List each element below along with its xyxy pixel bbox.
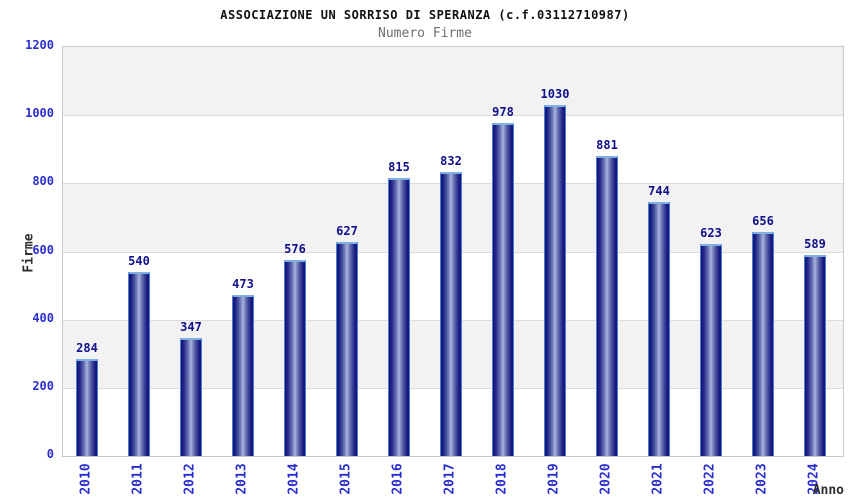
x-tick-label: 2021 [650, 463, 666, 495]
gridline [63, 115, 843, 116]
bar-value-label: 881 [596, 138, 618, 152]
bar-value-label: 744 [648, 184, 670, 198]
x-tick-label: 2010 [78, 463, 94, 495]
bar-value-label: 1030 [540, 87, 570, 101]
x-tick-label: 2014 [286, 463, 302, 495]
x-tick-label: 2011 [130, 463, 146, 495]
bar-value-label: 540 [128, 254, 150, 268]
bar [232, 295, 254, 456]
bar-value-label: 347 [180, 320, 202, 334]
bar-value-label: 627 [336, 224, 358, 238]
x-tick-label: 2019 [546, 463, 562, 495]
y-tick-label: 0 [46, 447, 54, 461]
bar [284, 260, 306, 456]
y-tick-label: 400 [32, 311, 54, 325]
bar [128, 272, 150, 456]
bar-value-label: 978 [492, 105, 514, 119]
plot-area: 284 540 347 473 576 627 815 832 978 1030 881 744 623… [62, 46, 844, 457]
x-tick-label: 2016 [390, 463, 406, 495]
x-tick-label: 2018 [494, 463, 510, 495]
y-tick-label: 800 [32, 174, 54, 188]
grid-band [63, 47, 843, 115]
y-tick-label: 600 [32, 243, 54, 257]
bar [180, 338, 202, 456]
bar-value-label: 576 [284, 242, 306, 256]
x-tick-label: 2015 [338, 463, 354, 495]
chart-subtitle: Numero Firme [378, 26, 472, 41]
bar [648, 202, 670, 456]
bar-value-label: 284 [76, 341, 98, 355]
bar-value-label: 656 [752, 214, 774, 228]
bar-value-label: 815 [388, 160, 410, 174]
bar-value-label: 589 [804, 237, 826, 251]
chart-title: ASSOCIAZIONE UN SORRISO DI SPERANZA (c.f… [220, 8, 630, 22]
x-tick-label: 2012 [182, 463, 198, 495]
x-tick-label: 2017 [442, 463, 458, 495]
bar [752, 232, 774, 456]
bar-value-label: 832 [440, 154, 462, 168]
bar [440, 172, 462, 456]
x-tick-label: 2022 [702, 463, 718, 495]
y-tick-label: 1200 [25, 38, 54, 52]
grid-band [63, 115, 843, 183]
bar [700, 244, 722, 456]
y-axis-title: Firme [21, 233, 37, 273]
bar-value-label: 473 [232, 277, 254, 291]
bar [492, 123, 514, 456]
x-tick-label: 2013 [234, 463, 250, 495]
bar [596, 156, 618, 456]
bar-value-label: 623 [700, 226, 722, 240]
bar [804, 255, 826, 456]
bar [388, 178, 410, 456]
bar [336, 242, 358, 456]
x-tick-label: 2023 [754, 463, 770, 495]
y-tick-label: 1000 [25, 106, 54, 120]
bar [76, 359, 98, 456]
y-tick-label: 200 [32, 379, 54, 393]
x-tick-label: 2020 [598, 463, 614, 495]
bar [544, 105, 566, 456]
x-axis-title: Anno [812, 483, 844, 498]
